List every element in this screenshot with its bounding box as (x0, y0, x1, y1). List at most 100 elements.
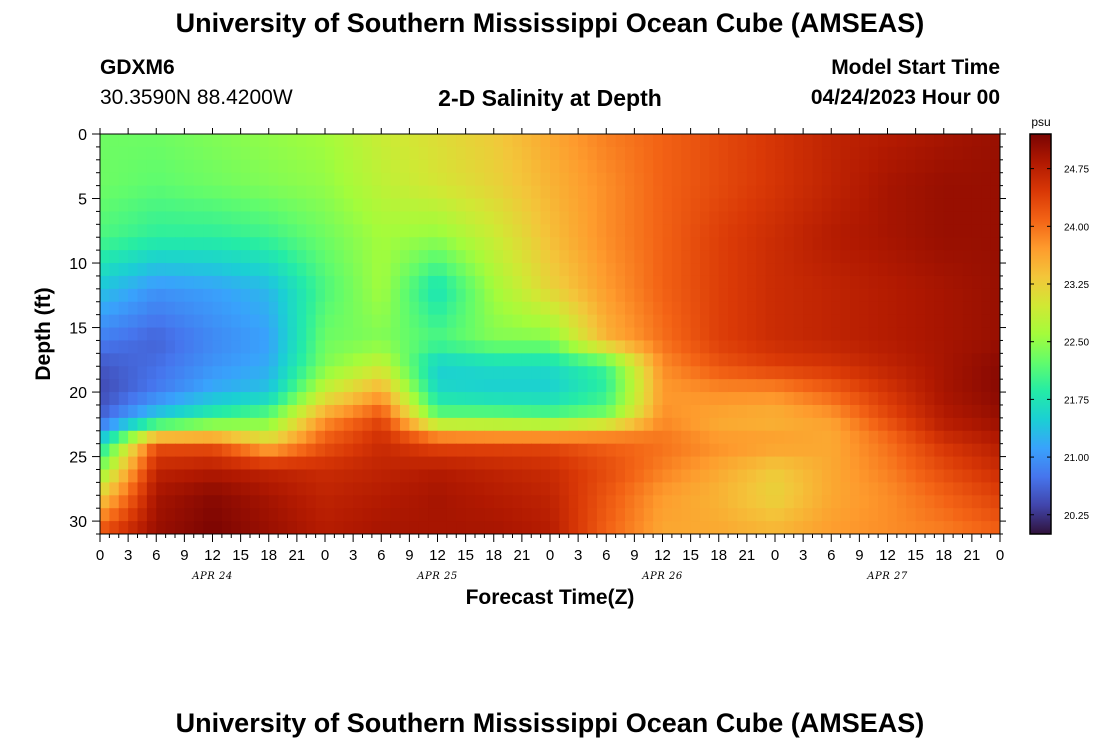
heatmap-cell (540, 456, 551, 471)
heatmap-cell (606, 417, 617, 432)
heatmap-cell (821, 250, 832, 264)
heatmap-cell (812, 301, 823, 316)
heatmap-cell (662, 185, 673, 200)
heatmap-cell (165, 482, 176, 496)
heatmap-cell (193, 417, 204, 432)
heatmap-cell (418, 172, 429, 187)
heatmap-cell (175, 417, 185, 432)
heatmap-cell (671, 211, 682, 225)
heatmap-cell (606, 198, 617, 213)
heatmap-cell (578, 482, 589, 496)
colorbar-units: psu (1031, 115, 1050, 129)
heatmap-cell (390, 366, 401, 380)
heatmap-cell (775, 456, 785, 471)
heatmap-cell (700, 301, 710, 316)
heatmap-cell (746, 521, 757, 534)
heatmap-cell (784, 159, 795, 174)
heatmap-cell (859, 134, 870, 148)
heatmap-cell (906, 211, 917, 225)
heatmap-cell (906, 327, 917, 342)
heatmap-cell (315, 353, 326, 367)
heatmap-cell (212, 146, 223, 161)
heatmap-cell (887, 469, 898, 483)
heatmap-cell (906, 185, 917, 200)
heatmap-cell (456, 353, 467, 367)
heatmap-cell (915, 314, 926, 329)
heatmap-cell (634, 159, 645, 174)
heatmap-cell (878, 314, 889, 329)
heatmap-cell (634, 263, 645, 277)
heatmap-cell (840, 430, 851, 445)
heatmap-cell (962, 224, 973, 238)
heatmap-cell (737, 379, 748, 393)
heatmap-cell (559, 482, 570, 496)
heatmap-cell (925, 353, 935, 367)
heatmap-cell (221, 301, 232, 316)
heatmap-cell (690, 430, 701, 445)
heatmap-cell (981, 237, 992, 251)
heatmap-cell (531, 456, 542, 471)
heatmap-cell (756, 288, 767, 303)
heatmap-cell (568, 146, 579, 161)
x-tick-label: 12 (204, 547, 221, 564)
heatmap-cell (615, 314, 626, 329)
heatmap-cell (118, 172, 129, 187)
heatmap-cell (484, 211, 495, 225)
heatmap-cell (700, 404, 710, 419)
heatmap-cell (878, 456, 889, 471)
heatmap-cell (343, 327, 354, 342)
heatmap-cell (418, 417, 429, 432)
heatmap-cell (531, 404, 542, 419)
heatmap-cell (821, 172, 832, 187)
heatmap-cell (203, 521, 214, 534)
heatmap-cell (606, 134, 617, 148)
heatmap-cell (128, 469, 139, 483)
heatmap-cell (446, 275, 457, 290)
heatmap-cell (418, 392, 429, 406)
heatmap-cell (953, 469, 964, 483)
heatmap-cell (100, 417, 110, 432)
heatmap-cell (250, 392, 260, 406)
heatmap-cell (353, 288, 364, 303)
heatmap-cell (212, 301, 223, 316)
heatmap-cell (737, 340, 748, 354)
heatmap-cell (784, 211, 795, 225)
heatmap-cells (100, 134, 1000, 534)
heatmap-cell (850, 482, 860, 496)
heatmap-cell (643, 327, 654, 342)
heatmap-cell (934, 134, 945, 148)
heatmap-cell (475, 366, 485, 380)
heatmap-cell (718, 288, 729, 303)
heatmap-cell (165, 198, 176, 213)
heatmap-cell (212, 417, 223, 432)
heatmap-cell (578, 353, 589, 367)
colorbar-tick-label: 21.00 (1064, 453, 1089, 464)
heatmap-cell (137, 340, 148, 354)
heatmap-cell (718, 301, 729, 316)
heatmap-cell (896, 366, 907, 380)
heatmap-cell (596, 404, 607, 419)
heatmap-cell (418, 353, 429, 367)
heatmap-cell (512, 275, 523, 290)
heatmap-cell (100, 301, 110, 316)
heatmap-cell (953, 275, 964, 290)
heatmap-cell (334, 456, 345, 471)
heatmap-cell (390, 456, 401, 471)
heatmap-cell (287, 340, 298, 354)
heatmap-cell (625, 404, 635, 419)
heatmap-cell (765, 353, 776, 367)
heatmap-cell (343, 288, 354, 303)
heatmap-cell (203, 443, 214, 458)
heatmap-cell (728, 250, 739, 264)
heatmap-cell (343, 482, 354, 496)
heatmap-cell (962, 172, 973, 187)
heatmap-cell (428, 275, 439, 290)
heatmap-cell (456, 301, 467, 316)
heatmap-cell (925, 508, 935, 522)
heatmap-cell (878, 224, 889, 238)
heatmap-cell (100, 340, 110, 354)
heatmap-cell (775, 288, 785, 303)
heatmap-cell (709, 340, 720, 354)
heatmap-cell (925, 417, 935, 432)
heatmap-cell (821, 469, 832, 483)
